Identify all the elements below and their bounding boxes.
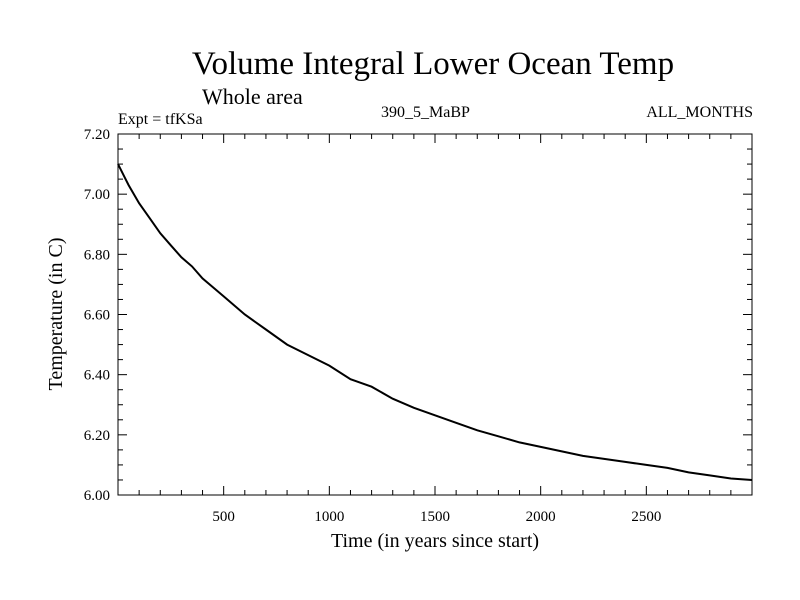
x-tick-label: 2500	[631, 509, 661, 525]
y-tick-label: 6.20	[84, 428, 110, 444]
x-tick-label: 2000	[526, 509, 556, 525]
x-tick-label: 1500	[420, 509, 450, 525]
x-axis: 500 1000 1500 2000 2500	[138, 134, 732, 525]
experiment-label: Expt = tfKSa	[118, 111, 203, 128]
y-axis: 6.00 6.20 6.40 6.60 6.80 7.00 7.20	[84, 127, 752, 504]
y-tick-label: 6.80	[84, 247, 110, 263]
y-tick-label: 6.40	[84, 368, 110, 384]
y-tick-label: 7.00	[84, 187, 110, 203]
y-axis-label: Temperature (in C)	[45, 238, 67, 391]
y-tick-label: 6.00	[84, 488, 110, 504]
chart-subtitle: Whole area	[202, 84, 303, 109]
period-label: 390_5_MaBP	[381, 104, 470, 121]
chart-title: Volume Integral Lower Ocean Temp	[192, 46, 674, 82]
x-axis-label: Time (in years since start)	[331, 530, 539, 552]
months-label: ALL_MONTHS	[646, 104, 753, 121]
x-tick-label: 1000	[314, 509, 344, 525]
y-tick-label: 7.20	[84, 127, 110, 143]
x-tick-label: 500	[212, 509, 235, 525]
plot-frame	[117, 133, 753, 496]
temperature-series-line	[117, 163, 753, 481]
y-tick-label: 6.60	[84, 308, 110, 324]
